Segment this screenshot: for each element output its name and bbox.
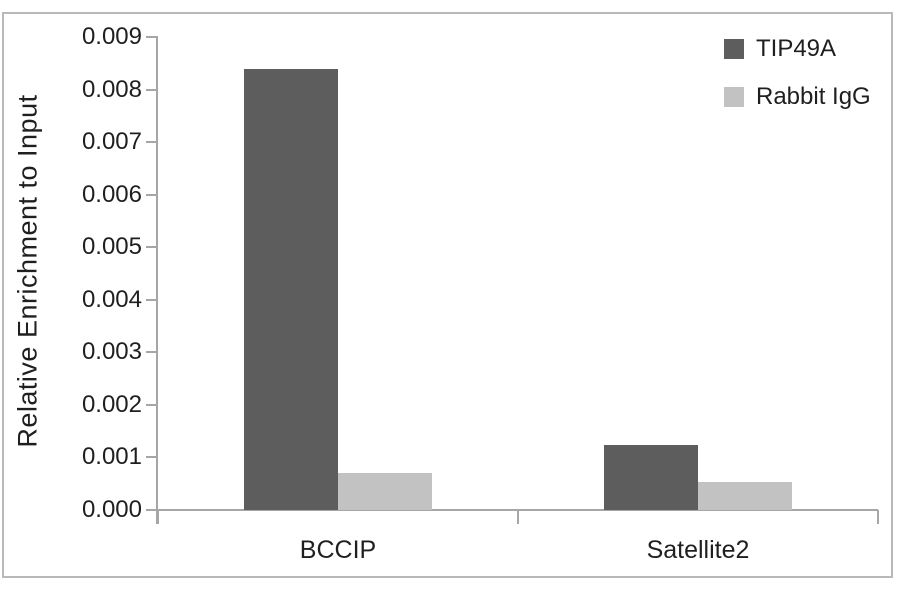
bar-rabbit-igg-satellite2 <box>698 482 792 510</box>
bar-tip49a-satellite2 <box>604 444 698 510</box>
legend-swatch-rabbit-igg <box>724 87 744 107</box>
y-tick-label-0-008: 0.008 <box>81 75 142 103</box>
bar-tip49a-bccip <box>244 68 338 510</box>
y-tick-label-0-002: 0.002 <box>81 390 142 418</box>
y-tick-mark <box>146 509 158 511</box>
legend: TIP49A Rabbit IgG <box>724 37 871 133</box>
y-tick-mark <box>146 36 158 38</box>
y-tick-label-0-001: 0.001 <box>81 443 142 471</box>
y-tick-label-0-005: 0.005 <box>81 233 142 261</box>
legend-row-tip49a: TIP49A <box>724 37 871 61</box>
legend-row-rabbit-igg: Rabbit IgG <box>724 85 871 109</box>
legend-swatch-tip49a <box>724 39 744 59</box>
x-tick-mark <box>157 510 159 524</box>
y-tick-mark <box>146 298 158 301</box>
x-category-label-bccip: BCCIP <box>299 536 377 564</box>
x-tick-mark <box>877 510 879 524</box>
y-tick-label-0-004: 0.004 <box>81 285 142 313</box>
y-tick-label-0-000: 0.000 <box>81 496 142 523</box>
y-tick-label-0-007: 0.007 <box>81 128 142 156</box>
y-tick-label-0-003: 0.003 <box>81 338 142 366</box>
bar-rabbit-igg-bccip <box>338 473 432 510</box>
legend-label-rabbit-igg: Rabbit IgG <box>756 83 871 110</box>
y-tick-mark <box>146 141 158 144</box>
y-tick-mark <box>146 351 158 354</box>
y-tick-label-0-006: 0.006 <box>81 180 142 208</box>
y-tick-label-0-009: 0.009 <box>81 23 142 50</box>
y-tick-mark <box>146 246 158 249</box>
x-tick-mark <box>517 510 519 524</box>
x-category-label-satellite2: Satellite2 <box>646 536 750 564</box>
y-tick-mark <box>146 456 158 459</box>
legend-label-tip49a: TIP49A <box>756 35 837 62</box>
y-tick-mark <box>146 403 158 406</box>
y-axis-line <box>156 37 158 524</box>
y-tick-mark <box>146 193 158 196</box>
y-tick-mark <box>146 88 158 91</box>
